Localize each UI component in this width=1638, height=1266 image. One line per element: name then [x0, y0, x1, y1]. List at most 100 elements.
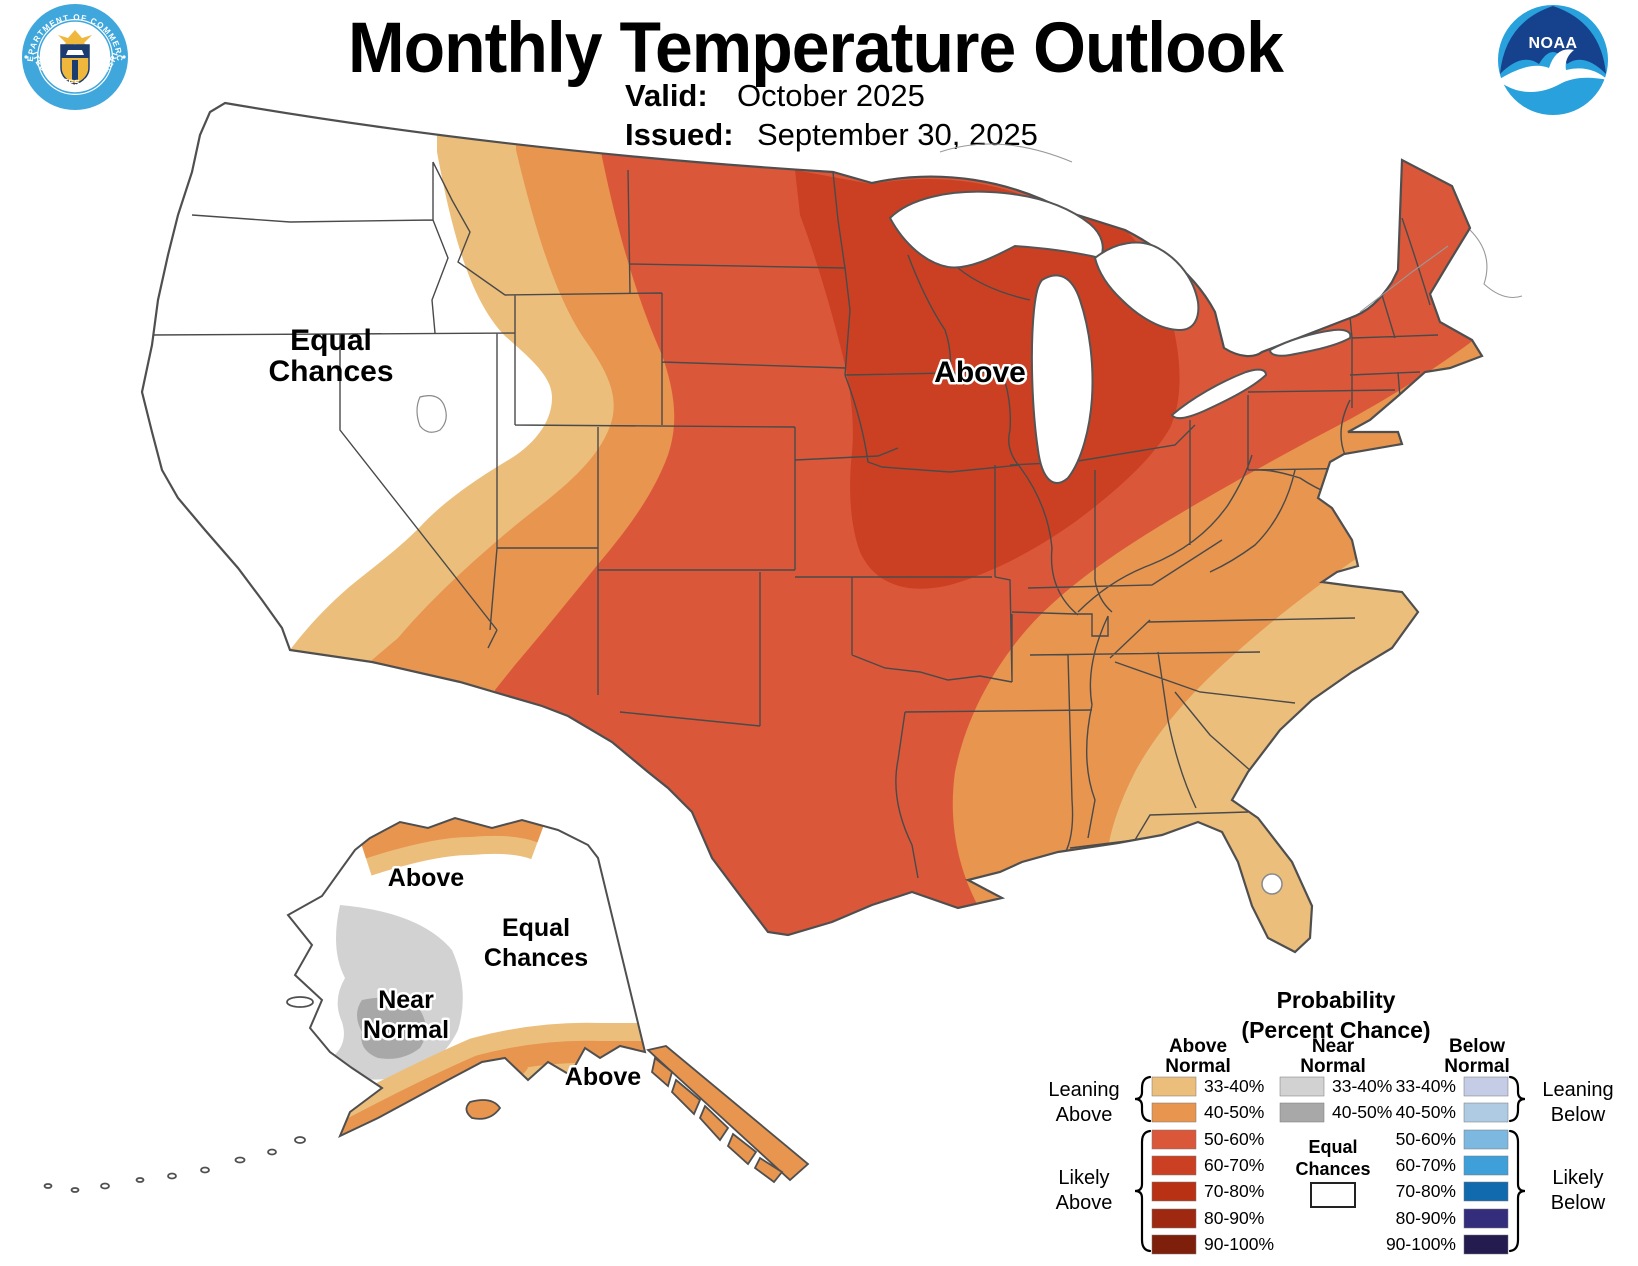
valid-label: Valid: — [625, 78, 708, 113]
label-near-33-40: 33-40% — [1332, 1076, 1392, 1096]
ak-band-near-33-40 — [325, 905, 463, 1080]
swatch-below-70-80 — [1463, 1181, 1509, 1202]
label-above-50-60: 50-60% — [1204, 1129, 1264, 1149]
brace-likely-below — [1508, 1129, 1526, 1253]
swatch-above-33-40 — [1151, 1076, 1197, 1097]
label-conus-above: Above — [934, 356, 1026, 389]
ship-icon — [66, 50, 84, 55]
label-below-50-60: 50-60% — [1396, 1129, 1456, 1149]
header: Monthly Temperature Outlook Valid: Octob… — [348, 9, 1285, 152]
issued-label: Issued: — [625, 117, 734, 152]
panhandle-islands — [651, 1056, 784, 1184]
legend-leaning-above-2: Above — [1056, 1104, 1113, 1126]
legend-near-header-1: Near — [1312, 1036, 1355, 1057]
swatch-below-50-60 — [1463, 1129, 1509, 1150]
legend-likely-above-1: Likely — [1058, 1167, 1109, 1189]
swatch-above-80-90 — [1151, 1208, 1197, 1229]
great-lakes — [416, 190, 1352, 895]
alaska-probability-bands — [288, 818, 645, 1136]
legend-above-header-2: Normal — [1165, 1056, 1230, 1077]
swatch-near-40-50 — [1279, 1102, 1325, 1123]
band-above-60-70 — [795, 170, 1180, 589]
legend-leaning-below-2: Below — [1551, 1104, 1606, 1126]
brace-leaning-above — [1134, 1075, 1152, 1123]
swatch-below-60-70 — [1463, 1155, 1509, 1176]
swatch-above-60-70 — [1151, 1155, 1197, 1176]
legend-leaning-below-1: Leaning — [1542, 1079, 1613, 1101]
ak-band-near-40-50 — [357, 997, 426, 1059]
noaa-logo: NOAA — [1498, 5, 1608, 115]
label-ak-near-line2: Normal — [363, 1016, 449, 1044]
lake-michigan — [1030, 274, 1094, 484]
ak-band-north-40-50 — [357, 818, 547, 859]
legend-equal-chances-line1: Equal — [1308, 1137, 1357, 1157]
label-above-80-90: 80-90% — [1204, 1208, 1264, 1228]
swatch-above-40-50 — [1151, 1102, 1197, 1123]
swatch-below-90-100 — [1463, 1234, 1509, 1255]
conus-outline — [140, 101, 1484, 954]
label-near-40-50: 40-50% — [1332, 1102, 1392, 1122]
legend-near-column — [1279, 1076, 1325, 1123]
label-below-90-100: 90-100% — [1386, 1234, 1456, 1254]
label-below-40-50: 40-50% — [1396, 1102, 1456, 1122]
ak-panhandle — [646, 1045, 810, 1182]
label-ak-equal-line1: Equal — [502, 914, 570, 942]
page-title: Monthly Temperature Outlook — [348, 9, 1284, 88]
label-ak-above-south: Above — [565, 1063, 642, 1091]
brace-likely-above — [1134, 1129, 1152, 1253]
commerce-seal-logo: DEPARTMENT OF COMMERCE UNITED STATES OF … — [0, 0, 128, 110]
swatch-equal-chances — [1310, 1182, 1356, 1208]
label-above-33-40: 33-40% — [1204, 1076, 1264, 1096]
label-below-33-40: 33-40% — [1396, 1076, 1456, 1096]
label-above-60-70: 60-70% — [1204, 1155, 1264, 1175]
issued-value: September 30, 2025 — [757, 117, 1038, 152]
legend-above-header-1: Above — [1169, 1036, 1227, 1057]
legend-near-header-2: Normal — [1300, 1056, 1365, 1077]
alaska-islands — [43, 996, 810, 1193]
lake-erie — [1170, 368, 1268, 420]
label-conus-equal-chances-line1: Equal — [290, 324, 372, 357]
swatch-above-90-100 — [1151, 1234, 1197, 1255]
legend-braces — [1134, 1075, 1526, 1253]
legend-below-header-2: Normal — [1444, 1056, 1509, 1077]
swatch-near-33-40 — [1279, 1076, 1325, 1097]
st-lawrence-island — [286, 996, 314, 1008]
alaska-inset: Above Equal Chances Near Normal Above — [43, 816, 810, 1193]
legend-likely-above-2: Above — [1056, 1192, 1113, 1214]
label-below-80-90: 80-90% — [1396, 1208, 1456, 1228]
seagull-icon — [1498, 49, 1608, 92]
label-above-40-50: 40-50% — [1204, 1102, 1264, 1122]
legend: Probability (Percent Chance) Above Norma… — [1048, 987, 1614, 1255]
legend-leaning-above-1: Leaning — [1048, 1079, 1119, 1101]
swatch-above-50-60 — [1151, 1129, 1197, 1150]
lake-ontario — [1268, 328, 1352, 357]
label-below-60-70: 60-70% — [1396, 1155, 1456, 1175]
lighthouse-icon — [72, 60, 78, 80]
legend-title-line1: Probability — [1277, 987, 1396, 1013]
legend-below-header-1: Below — [1449, 1036, 1505, 1057]
swatch-below-40-50 — [1463, 1102, 1509, 1123]
label-ak-above-north: Above — [388, 864, 465, 892]
legend-likely-below-1: Likely — [1552, 1167, 1603, 1189]
legend-title-line2: (Percent Chance) — [1241, 1017, 1430, 1043]
label-conus-equal-chances-line2: Chances — [268, 355, 393, 388]
alaska-outline — [286, 816, 647, 1139]
canada-outline — [939, 143, 1523, 313]
lake-huron — [1093, 241, 1200, 332]
legend-above-column — [1151, 1076, 1197, 1255]
legend-below-labels: 33-40% 40-50% 50-60% 60-70% 70-80% 80-90… — [1386, 1076, 1456, 1254]
great-salt-lake — [416, 395, 447, 433]
lake-okeechobee — [1261, 873, 1283, 895]
label-below-70-80: 70-80% — [1396, 1181, 1456, 1201]
legend-equal-chances-line2: Chances — [1295, 1159, 1370, 1179]
seal-inner-ring — [38, 20, 112, 94]
valid-value: October 2025 — [737, 78, 925, 113]
label-above-70-80: 70-80% — [1204, 1181, 1264, 1201]
swatch-below-80-90 — [1463, 1208, 1509, 1229]
label-ak-near-line1: Near — [378, 986, 434, 1014]
brace-leaning-below — [1508, 1075, 1526, 1123]
aleutian-islands — [43, 1136, 306, 1193]
seal-star-left — [24, 55, 28, 59]
